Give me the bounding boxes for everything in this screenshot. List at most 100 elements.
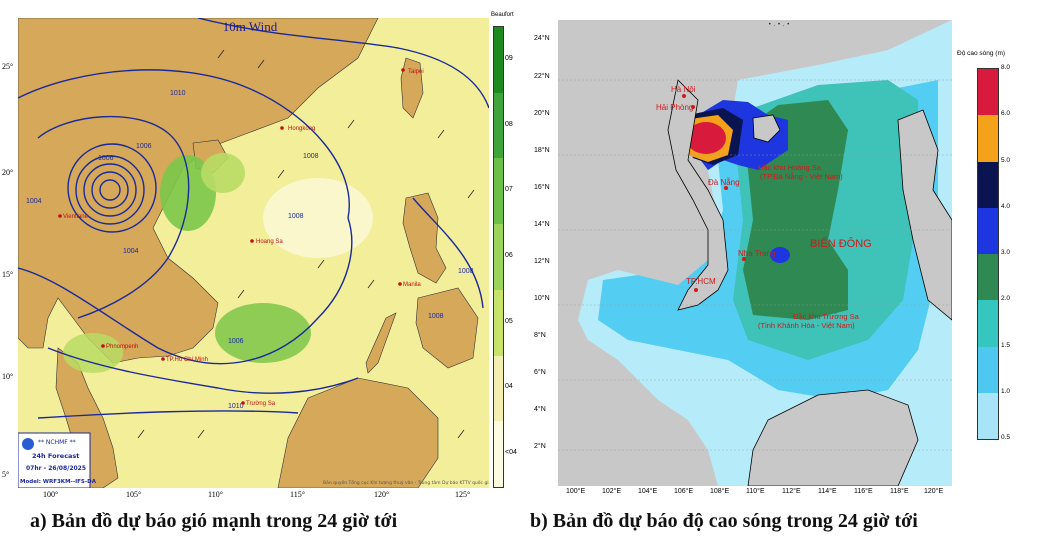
isobar-label: 1008 <box>458 268 474 275</box>
beaufort-scale-label: 07 <box>505 186 513 194</box>
lon-label: 108°E <box>710 488 730 495</box>
lat-label: 6°N <box>534 369 546 376</box>
malay-peninsula <box>55 347 119 488</box>
lon-label: 112°E <box>782 488 801 495</box>
beaufort-color-swatch <box>494 158 503 225</box>
wave-scale-label: 6.0 <box>1001 110 1011 118</box>
wave-scale-label: 3.0 <box>1001 249 1011 256</box>
beaufort-color-swatch <box>494 92 503 159</box>
wave-scale-title: Độ cao sóng (m) <box>957 50 1006 57</box>
wave-color-swatch <box>978 254 998 301</box>
caption-wave-map: b) Bản đồ dự báo độ cao sóng trong 24 gi… <box>530 510 918 532</box>
place-label: Hoang Sa <box>256 239 283 245</box>
borneo-island <box>277 377 439 488</box>
region-label: (Tỉnh Khánh Hòa - Việt Nam) <box>758 321 855 330</box>
lat-label: 25° <box>2 62 14 71</box>
strong-wind-zone-hoang-sa <box>201 153 245 193</box>
philippines-south <box>415 287 479 369</box>
agency-label: ** NCHMF ** <box>38 439 76 446</box>
wind-map-lon-axis: 100° 105° 110° 115° 120° 125° <box>18 490 489 502</box>
isobar-label: 1006 <box>98 155 114 162</box>
strong-wind-zone-south <box>215 303 311 363</box>
region-label: Đặc khu Hoàng Sa <box>758 163 822 172</box>
beaufort-scale: Beaufort 09 08 07 06 05 04 <04 <box>491 12 523 488</box>
isobar-label: 1010 <box>228 403 244 410</box>
model-label: Model: WRF3KM--IFS-DA <box>20 479 97 485</box>
lat-label: 18°N <box>534 147 550 154</box>
wave-color-swatch <box>978 161 998 208</box>
wave-color-swatch <box>978 300 998 347</box>
lon-label: 100°E <box>566 488 586 495</box>
lat-label: 24°N <box>534 35 550 42</box>
region-label: (TP.Đà Nẵng - Việt Nam) <box>760 172 843 181</box>
beaufort-scale-label: 08 <box>505 120 513 128</box>
lon-label: 114°E <box>818 488 837 495</box>
wave-map-lon-axis: 100°E 102°E 104°E 106°E 108°E 110°E 112°… <box>558 488 952 500</box>
lat-label: 14°N <box>534 221 550 228</box>
wave-map-lat-axis: 24°N 22°N 20°N 18°N 16°N 14°N 12°N 10°N … <box>534 20 558 486</box>
lat-label: 20° <box>2 168 14 177</box>
lat-label: 15° <box>2 270 14 279</box>
wind-barbs <box>137 49 475 439</box>
strong-wind-zone-gulf-thailand <box>63 333 123 373</box>
lon-label: 106°E <box>674 488 694 495</box>
place-label: Phnompenh <box>106 344 138 350</box>
lat-label: 8°N <box>534 332 546 339</box>
sea-4m-spot <box>770 247 790 263</box>
lat-label: 20°N <box>534 110 550 117</box>
lat-label: 5° <box>2 470 10 479</box>
wave-scale-label: 0.5 <box>1001 434 1011 441</box>
wave-color-swatch <box>978 115 998 162</box>
beaufort-scale-label: <04 <box>505 449 517 457</box>
wave-color-swatch <box>978 392 998 439</box>
wind-map-title: 10m Wind <box>223 19 278 34</box>
calm-zone-center <box>263 178 373 258</box>
caption-wind-map: a) Bản đồ dự báo gió mạnh trong 24 giờ t… <box>30 510 398 532</box>
lon-label: 125° <box>455 490 471 499</box>
forecast-label: 24h Forecast <box>32 452 79 460</box>
forecast-time: 07hr - 26/08/2025 <box>26 465 86 472</box>
lat-label: 10°N <box>534 295 550 302</box>
lat-label: 16°N <box>534 184 550 191</box>
wave-scale-label: 1.0 <box>1001 387 1011 395</box>
place-label: Trường Sa <box>246 401 276 407</box>
copyright-note: Bản quyền Tổng cục Khí tượng thuỷ văn - … <box>323 478 489 486</box>
place-label: TP.Hồ Chí Minh <box>166 357 208 363</box>
grid-lines <box>558 79 952 451</box>
mainland-asia <box>18 18 379 364</box>
lon-label: 105° <box>126 490 142 499</box>
lon-label: 115° <box>290 490 305 499</box>
borneo-island <box>747 389 919 486</box>
palawan-island <box>365 312 397 374</box>
lat-label: 10° <box>2 372 14 381</box>
lon-label: 120° <box>374 490 390 499</box>
wave-color-swatch <box>978 207 998 254</box>
lat-label: 4°N <box>534 406 546 413</box>
wind-map-lat-axis: 25° 20° 15° 10° 5° <box>2 18 18 488</box>
beaufort-scale-label: 09 <box>505 54 513 62</box>
lat-label: 2°N <box>534 443 546 450</box>
wave-scale-label: 2.0 <box>1001 295 1011 303</box>
beaufort-scale-label: 05 <box>505 317 513 325</box>
place-label: Đà Nẵng <box>708 178 740 187</box>
lon-label: 110°E <box>746 488 765 495</box>
region-label: BIỂN ĐÔNG <box>810 237 872 250</box>
lat-label: 12°N <box>534 258 550 265</box>
place-label: Hải Phòng <box>656 103 693 112</box>
place-label: Manila <box>403 282 421 288</box>
lon-label: 110° <box>208 490 223 499</box>
philippines-luzon <box>402 192 447 284</box>
top-note: • . • . • <box>768 21 790 28</box>
wave-height-map: • . • . • Hà Nội Hải Phòng Đà Nẵng Nha T… <box>558 20 952 486</box>
taiwan-island <box>400 57 424 119</box>
isobar-label: 1008 <box>303 153 319 160</box>
lon-label: 116°E <box>854 488 873 495</box>
lon-label: 120°E <box>924 488 944 495</box>
vietnam-coast <box>667 79 729 311</box>
isobar-label: 1004 <box>123 248 139 255</box>
wave-color-swatch <box>978 346 998 393</box>
region-label: Đặc khu Trường Sa <box>793 312 860 321</box>
place-label: TP.HCM <box>686 277 716 286</box>
beaufort-scale-label: 04 <box>505 383 513 391</box>
lon-label: 100° <box>43 490 59 499</box>
